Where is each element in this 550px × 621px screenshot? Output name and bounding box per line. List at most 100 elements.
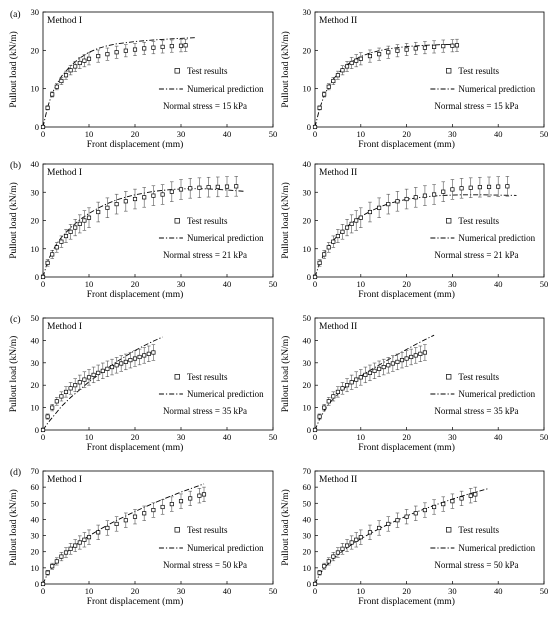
x-tick-label: 40 (223, 129, 232, 139)
test-result-point (354, 58, 359, 63)
x-tick-label: 20 (131, 129, 140, 139)
y-tick-label: 40 (31, 514, 40, 524)
test-result-point (345, 383, 350, 388)
test-result-point (317, 414, 322, 419)
test-result-point (132, 356, 138, 361)
test-result-point (349, 380, 354, 385)
test-result-point (96, 209, 101, 215)
y-tick-label: 30 (31, 7, 40, 17)
y-tick-label: 70 (31, 466, 40, 476)
chart-panel-6: 0 10 20 30 40 50 0 10 20 30 40 50 Front displacement… (280, 313, 548, 453)
test-result-point (505, 184, 510, 189)
x-tick-label: 20 (402, 586, 411, 596)
legend-label-numerical-prediction: Numerical prediction (187, 233, 264, 243)
test-result-point (123, 199, 128, 204)
test-result-point (441, 502, 446, 507)
test-result-point (151, 350, 156, 355)
y-axis-title: Pullout load (kN/m) (280, 31, 291, 108)
x-tick-label: 50 (540, 432, 549, 442)
y-axis-title: Pullout load (kN/m) (8, 182, 19, 259)
y-tick-label: 50 (31, 313, 40, 323)
x-tick-label: 50 (540, 129, 549, 139)
test-results-series (40, 344, 156, 433)
test-results-series (312, 38, 460, 130)
test-result-point (40, 124, 46, 130)
chart-panel-7: 0 10 20 30 40 50 0 10 20 30 40 50 60 70 Front displace… (8, 466, 277, 607)
x-tick-label: 0 (313, 586, 317, 596)
test-result-point (331, 239, 336, 244)
test-result-point (234, 184, 239, 189)
normal-stress-annotation: Normal stress = 15 kPa (434, 101, 518, 111)
x-tick-label: 50 (269, 279, 278, 289)
method-title: Method II (319, 475, 357, 485)
test-result-point (326, 559, 331, 564)
x-tick-label: 30 (448, 586, 457, 596)
test-result-point (404, 196, 409, 202)
test-result-point (68, 68, 73, 73)
chart-panel-8: 0 10 20 30 40 50 0 10 20 30 40 50 60 70 Front displace… (280, 466, 548, 607)
y-tick-label: 40 (31, 159, 40, 169)
y-tick-label: 20 (303, 45, 312, 55)
x-tick-label: 40 (223, 432, 232, 442)
test-result-point (468, 493, 473, 498)
legend-label-test-results: Test results (187, 372, 228, 382)
test-result-point (45, 260, 50, 265)
test-result-point (77, 540, 82, 545)
test-result-point (390, 361, 395, 366)
plot-frame (314, 470, 545, 585)
test-result-point (215, 184, 220, 189)
test-result-point (160, 44, 165, 49)
test-result-point (317, 260, 322, 265)
test-result-point (322, 252, 327, 257)
y-tick-label: 70 (303, 466, 312, 476)
test-result-point (63, 550, 69, 555)
test-result-point (68, 386, 73, 391)
y-tick-label: 50 (31, 498, 40, 508)
x-tick-label: 0 (41, 279, 45, 289)
x-tick-label: 30 (448, 432, 457, 442)
y-tick-label: 20 (303, 380, 312, 390)
test-result-point (169, 189, 174, 194)
x-tick-label: 10 (85, 279, 94, 289)
test-result-point (178, 43, 184, 48)
panel-label: (b) (10, 160, 21, 171)
test-result-point (188, 186, 193, 191)
x-tick-label: 10 (357, 129, 366, 139)
x-axis-title: Front displacement (mm) (87, 596, 184, 607)
test-result-point (50, 405, 55, 410)
test-result-point (395, 359, 400, 364)
y-tick-label: 30 (31, 187, 40, 197)
x-tick-label: 40 (494, 432, 503, 442)
legend-label-numerical-prediction: Numerical prediction (458, 543, 535, 553)
test-result-point (326, 84, 331, 89)
test-result-point (409, 354, 414, 360)
normal-stress-annotation: Normal stress = 50 kPa (163, 560, 247, 570)
y-tick-label: 10 (303, 563, 312, 573)
legend-marker-test-results (446, 218, 452, 224)
test-result-point (404, 514, 409, 519)
test-result-point (322, 92, 327, 97)
y-tick-label: 60 (31, 482, 40, 492)
test-result-point (40, 427, 46, 433)
test-result-point (132, 514, 138, 519)
test-result-point (105, 52, 110, 57)
y-tick-label: 20 (31, 45, 40, 55)
test-result-point (413, 353, 418, 358)
x-tick-label: 0 (313, 129, 317, 139)
test-result-point (63, 73, 69, 78)
normal-stress-annotation: Normal stress = 21 kPa (434, 250, 518, 260)
normal-stress-annotation: Normal stress = 15 kPa (163, 101, 247, 111)
test-result-point (450, 43, 455, 48)
x-tick-label: 20 (131, 279, 140, 289)
x-tick-label: 10 (357, 279, 366, 289)
test-result-point (349, 540, 354, 545)
test-result-point (345, 64, 350, 69)
test-result-point (349, 221, 354, 226)
test-result-point (386, 202, 391, 207)
y-tick-label: 10 (303, 403, 312, 413)
test-result-point (77, 380, 82, 385)
y-tick-label: 10 (31, 84, 40, 94)
test-result-point (206, 185, 211, 190)
y-axis-title: Pullout load (kN/m) (8, 336, 19, 413)
x-tick-label: 50 (540, 279, 549, 289)
